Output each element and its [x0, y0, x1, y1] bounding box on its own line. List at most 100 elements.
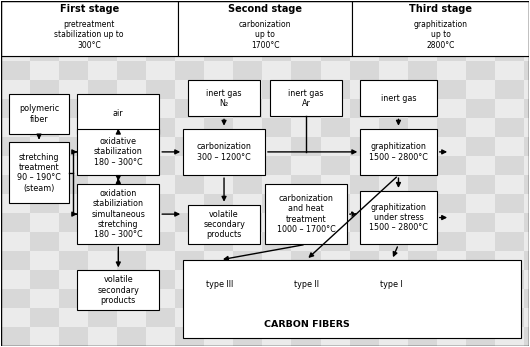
Bar: [292, 118, 321, 137]
Bar: [408, 213, 437, 232]
Bar: [88, 270, 117, 289]
Bar: [59, 23, 88, 42]
Bar: [1, 99, 30, 118]
Bar: [524, 156, 530, 175]
Bar: [437, 42, 466, 61]
Bar: [233, 327, 262, 346]
Bar: [146, 99, 175, 118]
Bar: [188, 80, 260, 117]
Bar: [350, 232, 378, 251]
Bar: [495, 99, 524, 118]
Bar: [117, 232, 146, 251]
Bar: [321, 251, 350, 270]
Bar: [146, 232, 175, 251]
Bar: [466, 80, 495, 99]
Bar: [408, 251, 437, 270]
Bar: [262, 232, 292, 251]
Bar: [146, 156, 175, 175]
Bar: [495, 42, 524, 61]
Bar: [262, 118, 292, 137]
Text: Second stage: Second stage: [228, 4, 302, 14]
Bar: [204, 270, 233, 289]
Bar: [59, 289, 88, 308]
Bar: [204, 80, 233, 99]
Bar: [77, 94, 160, 134]
Bar: [175, 42, 204, 61]
Bar: [292, 99, 321, 118]
Bar: [524, 308, 530, 327]
Bar: [408, 23, 437, 42]
Bar: [117, 118, 146, 137]
Bar: [30, 80, 59, 99]
Bar: [175, 0, 204, 4]
Bar: [204, 327, 233, 346]
Bar: [175, 327, 204, 346]
Bar: [292, 80, 321, 99]
Bar: [59, 327, 88, 346]
Bar: [350, 194, 378, 213]
Bar: [321, 156, 350, 175]
Bar: [233, 61, 262, 80]
Bar: [292, 175, 321, 194]
Text: type III: type III: [207, 280, 234, 289]
Bar: [262, 61, 292, 80]
Bar: [204, 289, 233, 308]
Bar: [233, 137, 262, 156]
Bar: [233, 0, 262, 4]
Bar: [30, 251, 59, 270]
Bar: [524, 4, 530, 23]
Bar: [30, 308, 59, 327]
Bar: [233, 270, 262, 289]
Bar: [146, 61, 175, 80]
Bar: [321, 232, 350, 251]
Bar: [524, 0, 530, 4]
Bar: [262, 289, 292, 308]
Bar: [88, 137, 117, 156]
Bar: [204, 118, 233, 137]
Bar: [262, 308, 292, 327]
Bar: [466, 156, 495, 175]
Bar: [1, 308, 30, 327]
Bar: [146, 4, 175, 23]
Bar: [117, 175, 146, 194]
Bar: [175, 23, 204, 42]
Bar: [117, 137, 146, 156]
Text: carbonization
300 – 1200°C: carbonization 300 – 1200°C: [197, 142, 251, 162]
Bar: [146, 308, 175, 327]
Bar: [88, 308, 117, 327]
Bar: [88, 289, 117, 308]
Bar: [378, 4, 408, 23]
Text: Third stage: Third stage: [409, 4, 472, 14]
Bar: [350, 289, 378, 308]
Bar: [183, 260, 522, 338]
Bar: [524, 213, 530, 232]
Bar: [30, 4, 59, 23]
Bar: [437, 213, 466, 232]
Bar: [437, 270, 466, 289]
Bar: [292, 137, 321, 156]
Bar: [88, 80, 117, 99]
Bar: [437, 194, 466, 213]
Bar: [262, 137, 292, 156]
Bar: [233, 118, 262, 137]
Bar: [466, 232, 495, 251]
Bar: [30, 175, 59, 194]
Bar: [378, 118, 408, 137]
Bar: [233, 232, 262, 251]
Bar: [204, 42, 233, 61]
Bar: [1, 289, 30, 308]
Bar: [88, 175, 117, 194]
Bar: [378, 289, 408, 308]
Bar: [321, 175, 350, 194]
Bar: [1, 213, 30, 232]
Bar: [233, 99, 262, 118]
Bar: [524, 137, 530, 156]
Bar: [378, 175, 408, 194]
Bar: [77, 184, 160, 244]
Bar: [350, 4, 378, 23]
Bar: [292, 0, 321, 4]
Bar: [1, 270, 30, 289]
Text: type I: type I: [381, 280, 403, 289]
Bar: [292, 61, 321, 80]
Bar: [524, 289, 530, 308]
